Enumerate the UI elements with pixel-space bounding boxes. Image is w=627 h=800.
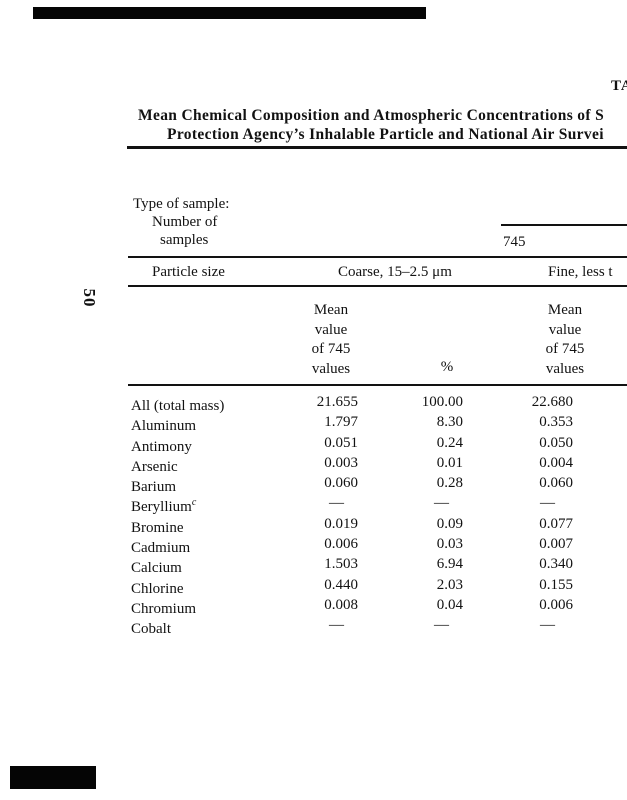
element-name: All (total mass) bbox=[131, 398, 225, 414]
table-row: All (total mass) 21.655 100.00 22.680 bbox=[0, 392, 627, 414]
table-row: Barium 0.060 0.28 0.060 bbox=[0, 473, 627, 495]
coarse-percent-value: 0.09 bbox=[436, 515, 463, 532]
element-name: Berylliumc bbox=[131, 497, 197, 516]
coarse-mean-column-header: Mean value of 745 values bbox=[311, 302, 351, 377]
coarse-percent-value: — bbox=[434, 495, 449, 512]
table-row: Chlorine 0.440 2.03 0.155 bbox=[0, 575, 627, 597]
table-title-line-2: Protection Agency’s Inhalable Particle a… bbox=[167, 126, 604, 143]
samples-overline-rule bbox=[501, 224, 627, 226]
scan-artifact-top-bar bbox=[33, 7, 426, 19]
table-row: Antimony 0.051 0.24 0.050 bbox=[0, 433, 627, 455]
fine-mean-value: 0.340 bbox=[539, 556, 573, 573]
coarse-mean-value: 0.008 bbox=[324, 596, 358, 613]
fine-mean-value: — bbox=[540, 617, 555, 634]
stub-type-of-sample: Type of sample: bbox=[133, 196, 230, 212]
table-row: Calcium 1.503 6.94 0.340 bbox=[0, 554, 627, 576]
element-name: Bromine bbox=[131, 519, 184, 536]
coarse-percent-value: 0.24 bbox=[436, 434, 463, 451]
header-rule-2 bbox=[128, 285, 627, 287]
coarse-percent-value: 2.03 bbox=[436, 576, 463, 593]
coarse-mean-value: — bbox=[329, 495, 344, 512]
element-name: Antimony bbox=[131, 438, 192, 455]
table-row: Cadmium 0.006 0.03 0.007 bbox=[0, 534, 627, 556]
fine-mean-value: 0.007 bbox=[539, 536, 573, 553]
fine-mean-value: 0.050 bbox=[539, 434, 573, 451]
element-name: Chromium bbox=[131, 600, 197, 617]
table-row: Cobalt — — — bbox=[0, 615, 627, 637]
fine-mean-value: — bbox=[540, 495, 555, 512]
fine-mean-column-header: Mean value of 745 values bbox=[545, 302, 585, 377]
table-row: Aluminum 1.797 8.30 0.353 bbox=[0, 412, 627, 434]
table-row: Berylliumc — — — bbox=[0, 493, 627, 515]
particle-size-label: Particle size bbox=[152, 264, 225, 280]
percent-column-header: % bbox=[440, 359, 454, 375]
coarse-percent-value: 8.30 bbox=[436, 414, 463, 431]
fine-mean-value: 0.060 bbox=[539, 475, 573, 492]
fine-mean-value: 0.155 bbox=[539, 576, 573, 593]
fine-mean-value: 0.004 bbox=[539, 454, 573, 471]
header-rule-3 bbox=[128, 384, 627, 386]
element-name: Cobalt bbox=[131, 621, 171, 638]
element-name: Aluminum bbox=[131, 418, 197, 435]
coarse-percent-value: 100.00 bbox=[421, 394, 463, 410]
coarse-mean-value: 0.003 bbox=[324, 454, 358, 471]
fine-mean-value: 0.077 bbox=[539, 515, 573, 532]
element-name: Barium bbox=[131, 479, 176, 496]
element-name: Chlorine bbox=[131, 580, 184, 597]
table-row: Arsenic 0.003 0.01 0.004 bbox=[0, 453, 627, 475]
coarse-percent-value: — bbox=[434, 617, 449, 634]
stub-samples: samples bbox=[160, 232, 209, 248]
coarse-fraction-header: Coarse, 15–2.5 μm bbox=[338, 264, 452, 280]
coarse-mean-value: 0.006 bbox=[324, 536, 358, 553]
table-title-line-1: Mean Chemical Composition and Atmospheri… bbox=[138, 107, 605, 124]
coarse-mean-value: — bbox=[329, 617, 344, 634]
table-row: Chromium 0.008 0.04 0.006 bbox=[0, 595, 627, 617]
table-body: All (total mass) 21.655 100.00 22.680 Al… bbox=[0, 392, 627, 637]
coarse-mean-value: 1.797 bbox=[324, 414, 358, 431]
number-of-samples-value: 745 bbox=[503, 234, 526, 250]
element-name: Calcium bbox=[131, 560, 182, 577]
coarse-mean-value: 0.060 bbox=[324, 475, 358, 492]
coarse-mean-value: 0.019 bbox=[324, 515, 358, 532]
coarse-percent-value: 6.94 bbox=[436, 556, 463, 573]
coarse-percent-value: 0.03 bbox=[436, 536, 463, 553]
coarse-mean-value: 21.655 bbox=[316, 394, 358, 410]
title-rule bbox=[127, 146, 627, 149]
fine-fraction-header-truncated: Fine, less t bbox=[548, 264, 613, 280]
rotated-page-number: 50 bbox=[80, 288, 99, 308]
table-row: Bromine 0.019 0.09 0.077 bbox=[0, 514, 627, 536]
running-head-truncated: TA bbox=[611, 78, 627, 94]
scan-artifact-bottom-bar bbox=[10, 766, 96, 789]
coarse-mean-value: 0.051 bbox=[324, 434, 358, 451]
element-name: Arsenic bbox=[131, 458, 178, 475]
header-rule-1 bbox=[128, 256, 627, 258]
coarse-mean-value: 0.440 bbox=[324, 576, 358, 593]
fine-mean-value: 22.680 bbox=[531, 394, 573, 410]
coarse-percent-value: 0.01 bbox=[436, 454, 463, 471]
fine-mean-value: 0.353 bbox=[539, 414, 573, 431]
coarse-percent-value: 0.28 bbox=[436, 475, 463, 492]
element-name: Cadmium bbox=[131, 540, 191, 557]
coarse-percent-value: 0.04 bbox=[436, 596, 463, 613]
fine-mean-value: 0.006 bbox=[539, 596, 573, 613]
coarse-mean-value: 1.503 bbox=[324, 556, 358, 573]
stub-number-of: Number of bbox=[152, 214, 218, 230]
